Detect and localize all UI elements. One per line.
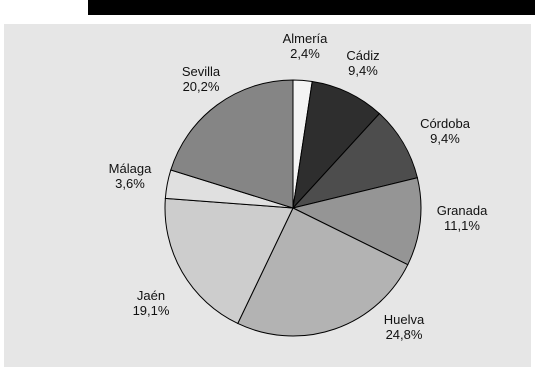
pie-slice-sevilla xyxy=(170,79,294,209)
slice-label-huelva: Huelva xyxy=(384,312,425,327)
pie-slice-cordoba xyxy=(291,112,418,209)
slice-label-almeria: Almería xyxy=(283,31,329,46)
slice-value-almeria: 2,4% xyxy=(290,46,320,61)
slice-value-malaga: 3,6% xyxy=(115,176,145,191)
slice-value-jaen: 19,1% xyxy=(133,303,170,318)
slice-label-sevilla: Sevilla xyxy=(182,64,221,79)
slice-value-sevilla: 20,2% xyxy=(183,79,220,94)
pie-slice-cadiz xyxy=(292,80,381,210)
pie-slice-jaen xyxy=(164,197,294,325)
top-black-bar xyxy=(88,0,535,15)
slice-label-malaga: Málaga xyxy=(109,161,152,176)
slice-label-jaen: Jaén xyxy=(137,288,165,303)
pie-slice-granada xyxy=(291,177,422,266)
pie-slice-huelva xyxy=(237,207,409,337)
slice-value-cadiz: 9,4% xyxy=(348,63,378,78)
slice-label-cadiz: Cádiz xyxy=(346,48,379,63)
slice-value-huelva: 24,8% xyxy=(386,327,423,342)
chart-panel: Almería 2,4% Cádiz 9,4% Córdoba 9,4% Granada 11… xyxy=(4,24,531,367)
slice-value-granada: 11,1% xyxy=(444,218,480,233)
slice-label-granada: Granada xyxy=(437,203,488,218)
slice-value-cordoba: 9,4% xyxy=(430,131,460,146)
slice-label-cordoba: Córdoba xyxy=(420,116,471,131)
